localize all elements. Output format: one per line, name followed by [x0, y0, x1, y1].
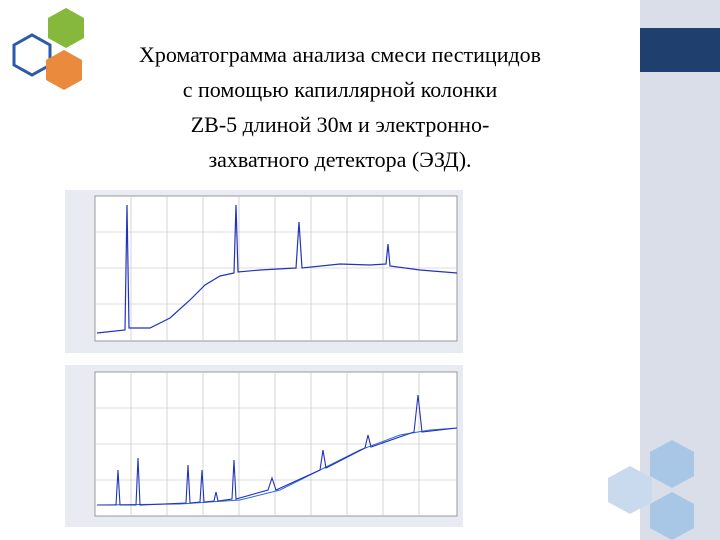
trace — [97, 394, 458, 506]
hex-deco — [650, 492, 694, 540]
title-line: ZB-5 длиной 30м и электронно- — [191, 112, 490, 137]
plot-area — [94, 195, 458, 342]
chromatogram-1 — [65, 190, 463, 353]
grid — [95, 372, 457, 516]
chromatogram-2 — [65, 365, 463, 527]
title-line: с помощью капиллярной колонки — [183, 77, 498, 102]
hex-deco — [650, 440, 694, 488]
hex-deco — [608, 466, 652, 514]
grid — [95, 196, 457, 341]
title-line: захватного детектора (ЭЗД). — [208, 147, 471, 172]
title-line: Хроматограмма анализа смеси пестицидов — [139, 42, 541, 67]
top-bar — [640, 28, 720, 72]
hex-green — [48, 8, 84, 48]
trace — [96, 204, 458, 334]
hex-orange — [46, 50, 82, 90]
hex-blue — [12, 33, 52, 77]
